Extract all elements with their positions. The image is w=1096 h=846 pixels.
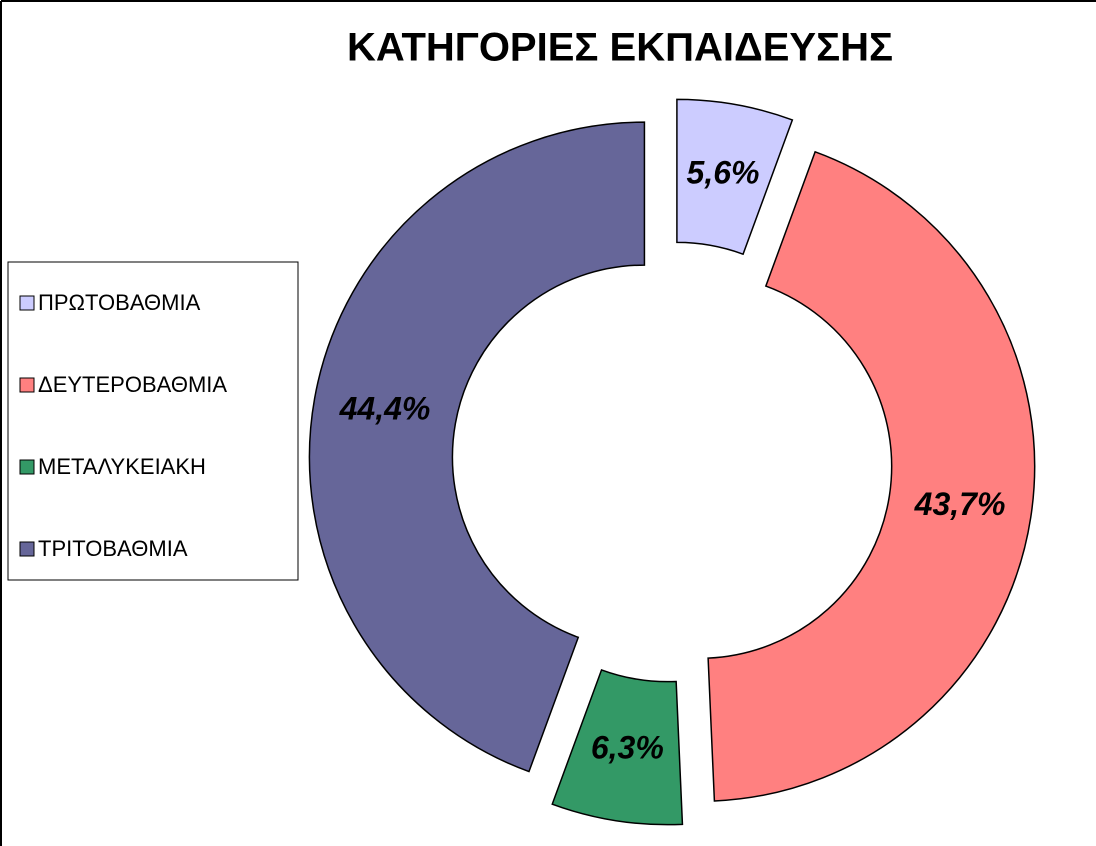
donut-slice	[551, 668, 684, 826]
legend-label: ΔΕΥΤΕΡΟΒΑΘΜΙΑ	[38, 372, 227, 397]
legend-box	[7, 261, 299, 581]
legend-label: ΜΕΤΑΛΥΚΕΙΑΚΗ	[38, 454, 206, 479]
legend-label: ΠΡΩΤΟΒΑΘΜΙΑ	[38, 290, 201, 315]
legend-swatch	[19, 295, 35, 311]
donut-slice	[707, 150, 1036, 802]
donut-slice	[308, 121, 646, 773]
value-label: 6,3%	[591, 730, 664, 766]
legend-label: ΤΡΙΤΟΒΑΘΜΙΑ	[38, 536, 188, 561]
legend-swatch	[19, 459, 35, 475]
value-label: 43,7%	[914, 486, 1006, 522]
legend-swatch	[19, 377, 35, 393]
chart-title: ΚΑΤΗΓΟΡΙΕΣ ΕΚΠΑΙΔΕΥΣΗΣ	[347, 26, 893, 70]
value-label: 5,6%	[687, 154, 760, 190]
value-label: 44,4%	[339, 390, 431, 426]
donut-slice	[676, 98, 794, 256]
legend-swatch	[19, 541, 35, 557]
